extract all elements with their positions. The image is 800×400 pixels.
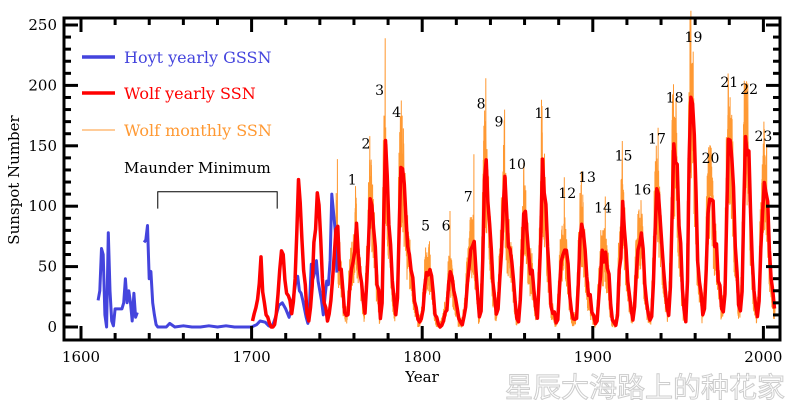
cycle-label: 4 — [392, 105, 401, 121]
y-axis-label: Sunspot Number — [5, 114, 23, 244]
cycle-label: 2 — [361, 136, 370, 152]
cycle-label: 23 — [754, 129, 772, 145]
cycle-label: 15 — [615, 148, 633, 164]
cycle-label: 14 — [594, 200, 612, 216]
cycle-label: 8 — [477, 97, 486, 113]
cycle-label: 19 — [685, 30, 703, 46]
x-axis-label: Year — [404, 368, 439, 386]
cycle-label: 22 — [740, 82, 758, 98]
watermark: 星辰大海路上的种花家 — [505, 371, 785, 400]
cycle-label: 9 — [495, 115, 504, 131]
legend: Hoyt yearly GSSN Wolf yearly SSN Wolf mo… — [82, 48, 272, 140]
hoyt-line-segment — [96, 231, 139, 329]
x-tick-label: 1700 — [233, 348, 271, 366]
legend-label-hoyt: Hoyt yearly GSSN — [124, 48, 272, 67]
maunder-minimum-label: Maunder Minimum — [124, 159, 271, 177]
cycle-label: 3 — [375, 83, 384, 99]
y-tick-label: 0 — [47, 318, 57, 336]
cycle-label: 1 — [348, 173, 357, 189]
wolf-yearly-line — [250, 95, 777, 329]
cycle-label: 21 — [720, 75, 738, 91]
cycle-label: 17 — [648, 132, 666, 148]
cycle-label: 13 — [578, 170, 596, 186]
legend-label-wolf-yearly: Wolf yearly SSN — [124, 84, 256, 103]
y-tick-label: 250 — [28, 16, 57, 34]
x-tick-label: 1900 — [574, 348, 612, 366]
y-tick-label: 50 — [38, 258, 57, 276]
cycle-label: 12 — [558, 186, 576, 202]
maunder-minimum-bracket — [157, 191, 278, 209]
cycle-label: 5 — [421, 219, 430, 235]
cycle-label: 7 — [464, 190, 473, 206]
y-tick-label: 150 — [28, 137, 57, 155]
cycle-label: 11 — [534, 106, 552, 122]
x-tick-label: 2000 — [744, 348, 782, 366]
cycle-label: 18 — [666, 90, 684, 106]
y-tick-label: 100 — [28, 197, 57, 215]
hoyt-series — [96, 192, 339, 329]
cycle-label: 20 — [702, 151, 720, 167]
cycle-label: 10 — [508, 157, 526, 173]
legend-label-wolf-monthly: Wolf monthly SSN — [124, 121, 272, 140]
y-tick-label: 200 — [28, 76, 57, 94]
x-tick-label: 1800 — [403, 348, 441, 366]
x-tick-label: 1600 — [62, 348, 100, 366]
cycle-label: 6 — [442, 219, 451, 235]
cycle-label: 16 — [633, 182, 651, 198]
axes: 0 50 100 150 200 250 1600 1700 1800 1900 2000 — [28, 16, 782, 366]
hoyt-line-segment — [142, 192, 339, 329]
wolf-yearly-series — [250, 95, 777, 329]
